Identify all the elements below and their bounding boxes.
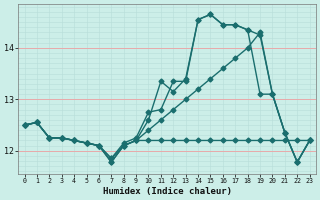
X-axis label: Humidex (Indice chaleur): Humidex (Indice chaleur) — [103, 187, 232, 196]
